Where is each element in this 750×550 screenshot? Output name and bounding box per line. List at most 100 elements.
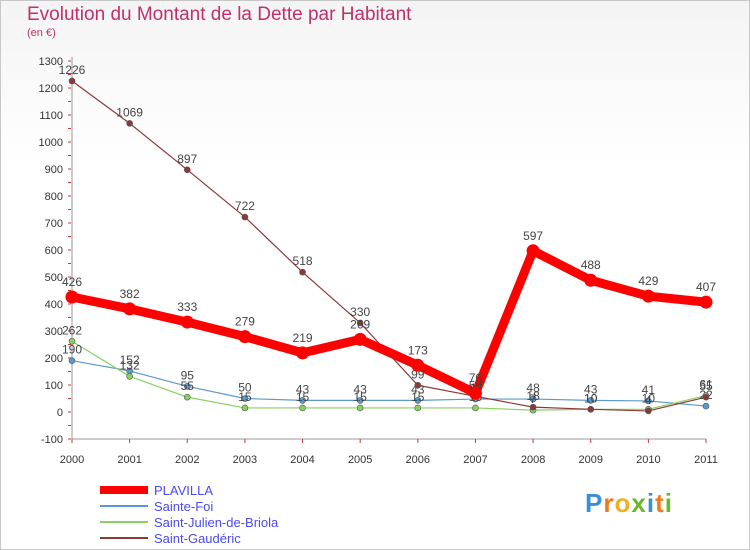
series-line-saint-gaud-ric	[71, 80, 707, 412]
x-tick-label: 2011	[694, 454, 718, 466]
legend-swatch-saint-gauderic	[100, 537, 148, 539]
x-tick-label: 2010	[636, 454, 660, 466]
logo-letter: o	[614, 488, 632, 518]
data-point	[68, 337, 76, 345]
data-label: 429	[638, 274, 658, 288]
data-point	[356, 404, 364, 412]
y-tick-label: 200	[45, 353, 63, 365]
logo-letter: P	[585, 488, 604, 518]
data-point	[641, 289, 655, 303]
series-line-sainte-foi	[71, 360, 707, 407]
data-label: 10	[584, 391, 598, 405]
data-label: 55	[699, 379, 713, 393]
data-label: 48	[526, 381, 540, 395]
chart-title: Evolution du Montant de la Dette par Hab…	[27, 4, 412, 25]
data-label: 269	[350, 317, 370, 331]
data-label: 897	[177, 152, 197, 166]
legend-swatch-sainte-foi	[100, 505, 148, 507]
legend-swatch-saint-julien	[100, 521, 148, 523]
data-point	[702, 402, 710, 410]
data-label: 10	[642, 391, 656, 405]
x-tick-label: 2002	[175, 454, 199, 466]
data-point	[180, 315, 194, 329]
data-label: 10	[584, 391, 598, 405]
logo-letter: i	[646, 488, 656, 518]
data-point	[587, 405, 595, 413]
legend-label-sainte-foi: Sainte-Foi	[154, 499, 214, 514]
x-tick-label: 2009	[578, 454, 602, 466]
data-label: 333	[177, 300, 197, 314]
data-point	[587, 397, 595, 404]
data-label: 7	[530, 392, 537, 406]
y-tick-label: 700	[45, 218, 63, 230]
data-point	[68, 357, 76, 365]
data-label: 382	[120, 287, 140, 301]
logo-letter: r	[603, 488, 615, 518]
data-point	[529, 395, 537, 403]
x-tick-label: 2001	[117, 454, 141, 466]
data-label: 330	[350, 305, 370, 319]
logo-letter: i	[664, 488, 673, 518]
data-point	[241, 404, 249, 412]
legend-swatch-plavilla	[100, 486, 148, 494]
series-line-plavilla	[67, 246, 711, 398]
data-label: 262	[62, 323, 82, 337]
y-tick-label: 600	[45, 245, 63, 257]
data-point	[123, 302, 137, 316]
data-label: 50	[238, 381, 252, 395]
y-tick-label: 1000	[39, 137, 63, 149]
data-label: 1069	[116, 105, 143, 119]
data-label: 55	[181, 379, 195, 393]
data-label: 41	[642, 383, 656, 397]
y-tick-label: 300	[45, 326, 63, 338]
data-point	[414, 404, 422, 412]
data-label: 132	[120, 358, 140, 372]
data-label: 61	[699, 378, 713, 392]
data-label: 15	[411, 390, 425, 404]
data-label: 95	[181, 368, 195, 382]
data-point	[699, 295, 713, 309]
data-point	[65, 290, 79, 304]
data-label: 597	[523, 229, 543, 243]
x-tick-label: 2005	[348, 454, 372, 466]
x-tick-label: 2007	[463, 454, 487, 466]
logo-letter: t	[655, 488, 665, 518]
y-tick-label: -100	[41, 434, 63, 446]
data-label: 43	[354, 382, 368, 396]
data-point	[472, 404, 479, 412]
data-point	[299, 404, 306, 412]
y-tick-label: 800	[45, 191, 63, 203]
data-point	[529, 403, 537, 411]
data-point	[645, 407, 652, 415]
proxiti-logo: Proxiti	[585, 488, 673, 519]
legend-label-saint-julien: Saint-Julien-de-Briola	[154, 515, 279, 530]
data-point	[296, 346, 310, 360]
data-point	[299, 268, 306, 276]
y-tick-label: 0	[57, 407, 63, 419]
data-label: 190	[62, 343, 82, 357]
data-point	[356, 397, 364, 404]
data-label: 173	[408, 343, 428, 357]
data-point	[183, 393, 191, 401]
data-point	[238, 330, 252, 344]
data-point	[353, 332, 367, 346]
data-label: 426	[62, 275, 82, 289]
data-point	[68, 77, 76, 85]
x-tick-label: 2003	[233, 454, 257, 466]
data-label: 488	[581, 258, 601, 272]
data-point	[183, 383, 191, 390]
data-label: 152	[120, 353, 140, 367]
data-label: 70	[469, 371, 483, 385]
data-point	[126, 373, 133, 380]
data-point	[645, 397, 652, 405]
data-point	[526, 244, 540, 258]
data-label: 407	[696, 280, 716, 294]
x-tick-label: 2004	[290, 454, 314, 466]
data-point	[241, 213, 249, 221]
y-tick-label: 1200	[39, 83, 63, 95]
data-point	[414, 381, 422, 389]
y-tick-label: 100	[45, 380, 63, 392]
data-label: 518	[293, 254, 313, 268]
y-tick-label: 1300	[39, 56, 63, 68]
